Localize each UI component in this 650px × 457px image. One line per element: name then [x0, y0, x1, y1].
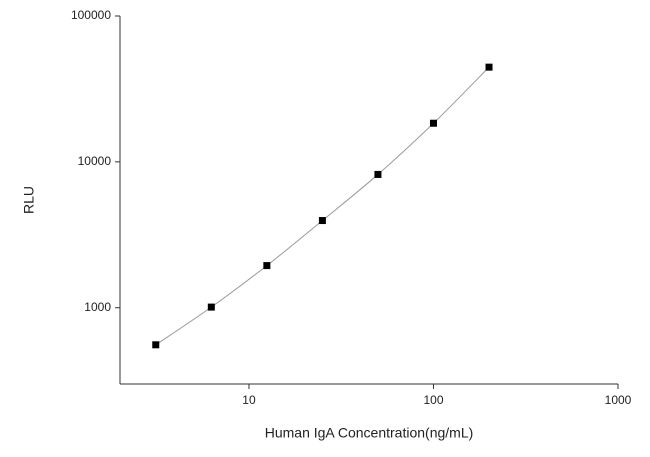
x-tick-label: 10 [242, 393, 256, 407]
y-tick-label: 1000 [84, 300, 111, 314]
fit-curve [155, 66, 490, 346]
data-point [318, 217, 326, 225]
y-tick-label: 10000 [78, 154, 112, 168]
x-axis-title: Human IgA Concentration(ng/mL) [265, 425, 474, 441]
x-tick-label: 1000 [605, 393, 632, 407]
data-point [485, 63, 493, 71]
data-point [152, 341, 160, 349]
data-point [429, 119, 437, 127]
y-axis-title: RLU [21, 186, 37, 214]
y-tick-label: 100000 [71, 8, 111, 22]
data-point [374, 170, 382, 178]
x-tick-label: 100 [423, 393, 443, 407]
data-point [263, 262, 271, 270]
data-point [207, 303, 215, 311]
